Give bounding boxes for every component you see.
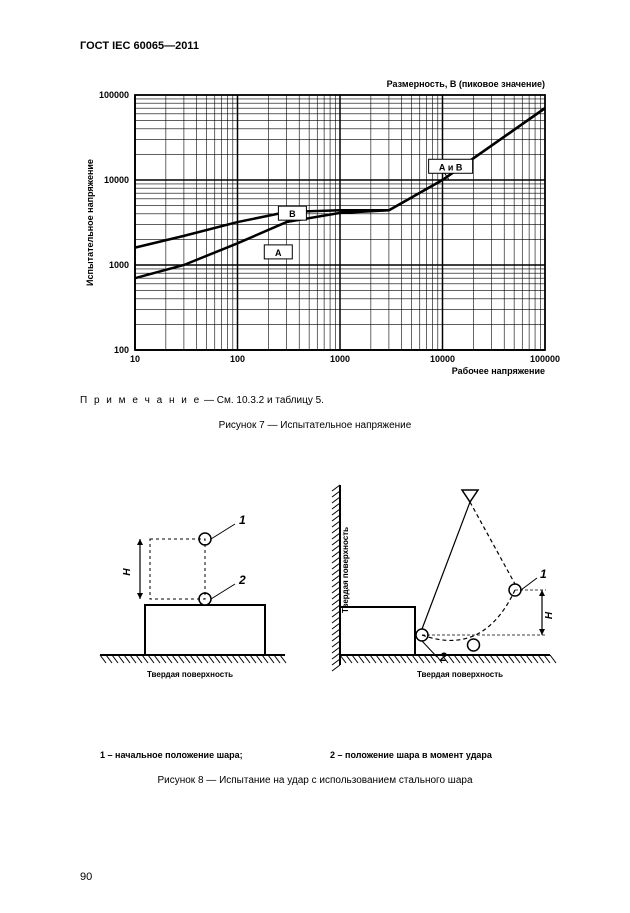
figure-7-note: П р и м е ч а н и е — См. 10.3.2 и табли… <box>80 395 324 406</box>
svg-text:1: 1 <box>540 567 547 581</box>
figure-8-caption: Рисунок 8 — Испытание на удар с использо… <box>0 775 630 786</box>
svg-text:Испытательное напряжение: Испытательное напряжение <box>85 159 95 286</box>
svg-text:Рабочее напряжение: Рабочее напряжение <box>452 366 545 376</box>
svg-text:H: H <box>544 611 555 619</box>
svg-text:Твердая поверхность: Твердая поверхность <box>341 527 350 613</box>
svg-text:Твердая поверхность: Твердая поверхность <box>417 670 503 679</box>
svg-text:100000: 100000 <box>530 354 560 364</box>
svg-text:А и В: А и В <box>439 162 463 172</box>
doc-header: ГОСТ IEC 60065—2011 <box>80 40 199 52</box>
svg-text:10000: 10000 <box>104 175 129 185</box>
svg-text:2: 2 <box>439 650 447 664</box>
svg-text:1000: 1000 <box>109 260 129 270</box>
note-text: — См. 10.3.2 и таблицу 5. <box>201 395 324 406</box>
svg-text:Размерность, В (пиковое значен: Размерность, В (пиковое значение) <box>387 79 545 89</box>
figure-7-caption: Рисунок 7 — Испытательное напряжение <box>0 420 630 431</box>
svg-text:В: В <box>289 209 296 219</box>
svg-text:1000: 1000 <box>330 354 350 364</box>
page-number: 90 <box>80 871 92 883</box>
svg-text:10000: 10000 <box>430 354 455 364</box>
note-label: П р и м е ч а н и е <box>80 395 201 406</box>
svg-text:100: 100 <box>114 345 129 355</box>
page: ГОСТ IEC 60065—2011 10100100010000100000… <box>0 0 630 913</box>
figure-7-chart: 10100100010000100000100100010000100000Ра… <box>80 70 560 380</box>
figure-8-legend-1: 1 – начальное положение шара; <box>100 750 243 760</box>
svg-text:H: H <box>122 568 133 576</box>
svg-text:100: 100 <box>230 354 245 364</box>
svg-text:2: 2 <box>238 573 246 587</box>
svg-text:1: 1 <box>239 513 246 527</box>
figure-8-diagram: H 1 2 Твердая поверхность H 1 2 Твердая поверхн… <box>90 480 560 740</box>
svg-text:Твердая поверхность: Твердая поверхность <box>147 670 233 679</box>
svg-text:100000: 100000 <box>99 90 129 100</box>
svg-text:10: 10 <box>130 354 140 364</box>
figure-8-legend-2: 2 – положение шара в момент удара <box>330 750 492 760</box>
svg-text:А: А <box>275 248 282 258</box>
